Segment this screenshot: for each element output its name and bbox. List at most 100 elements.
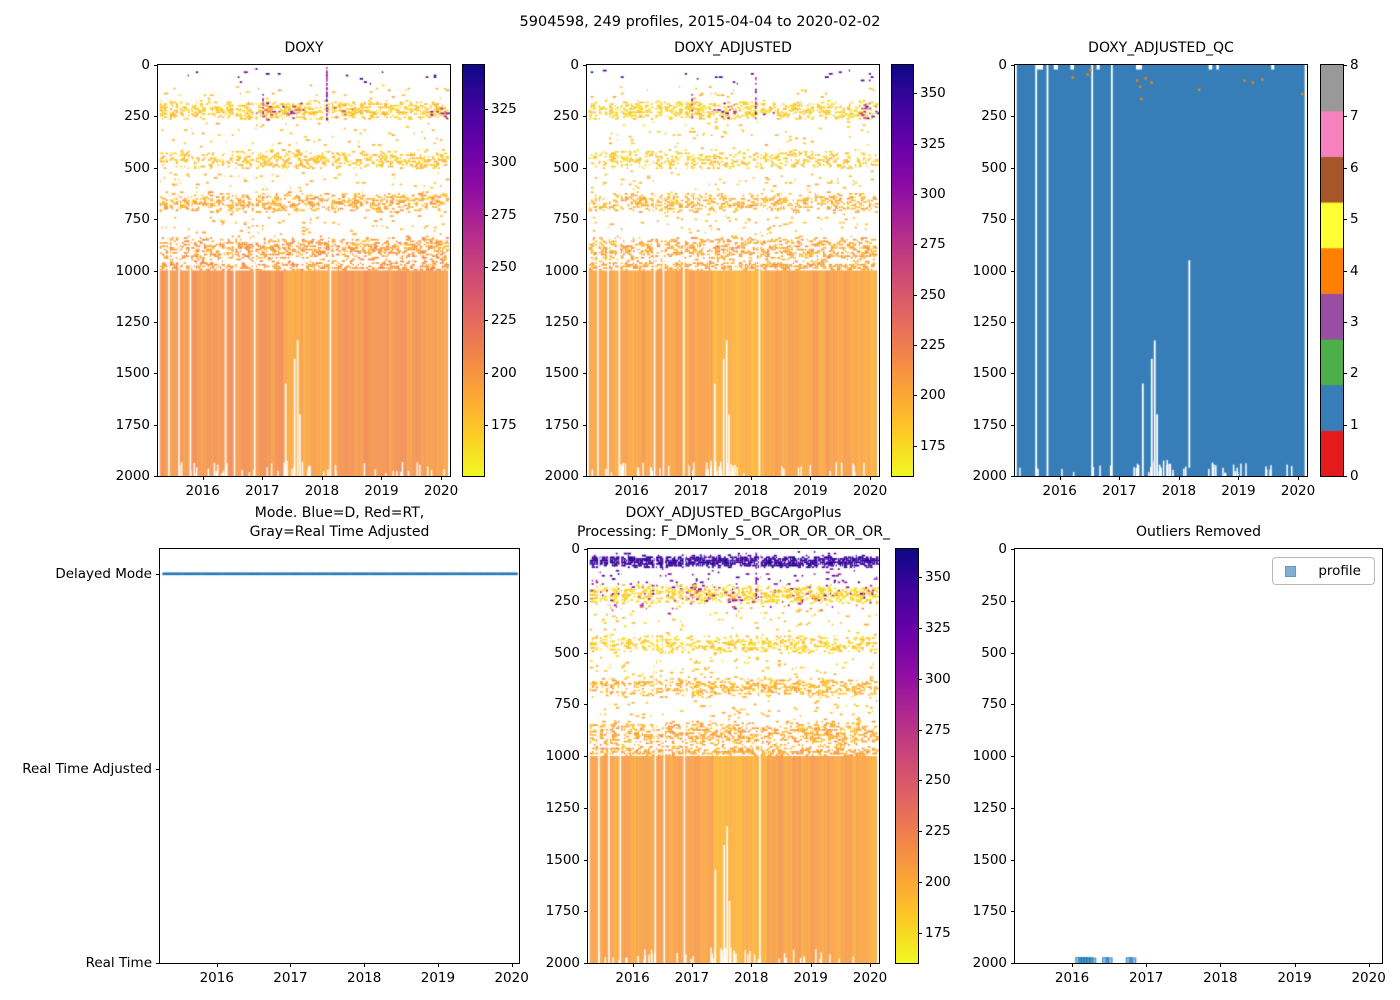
tick-mark bbox=[484, 320, 488, 322]
tick-mark bbox=[918, 577, 922, 579]
colorbar-tick-label: 175 bbox=[925, 924, 951, 941]
x-tick-label: 2018 bbox=[734, 970, 769, 986]
colorbar-tick-label: 300 bbox=[925, 670, 951, 687]
panel-doxy-adjusted: DOXY_ADJUSTED 2016 2017 2018 2019 2020 0 250 50… bbox=[545, 40, 888, 499]
tick-mark bbox=[156, 963, 160, 964]
doxy-colorbar: 175 200 225 250 275 300 325 bbox=[462, 64, 517, 477]
tick-mark bbox=[1146, 963, 1148, 967]
colorbar-tick-label: 225 bbox=[920, 337, 946, 354]
tick-mark bbox=[437, 963, 439, 967]
tick-mark bbox=[441, 476, 443, 480]
tick-mark bbox=[584, 911, 588, 913]
panel-doxy: DOXY 2016 2017 2018 2019 2020 0 250 500 750 1000 1… bbox=[116, 40, 459, 499]
y-tick-label: 250 bbox=[124, 108, 150, 125]
x-tick-label: 2017 bbox=[245, 483, 280, 499]
tick-mark bbox=[381, 476, 383, 480]
tick-mark bbox=[154, 270, 158, 272]
tick-mark bbox=[321, 476, 323, 480]
colorbar-tick-label: 1 bbox=[1350, 416, 1359, 433]
legend: profile bbox=[1272, 557, 1375, 585]
tick-mark bbox=[1011, 859, 1015, 861]
tick-mark bbox=[584, 859, 588, 861]
tick-mark bbox=[583, 219, 587, 221]
tick-mark bbox=[154, 476, 158, 477]
tick-mark bbox=[1343, 373, 1347, 375]
tick-mark bbox=[1011, 424, 1015, 426]
y-tick-label: 1750 bbox=[972, 416, 1007, 433]
colorbar-tick-label: 175 bbox=[491, 417, 517, 434]
tick-mark bbox=[810, 476, 812, 480]
tick-mark bbox=[584, 963, 588, 964]
x-tick-label: 2019 bbox=[420, 970, 456, 986]
x-tick-label: 2017 bbox=[1129, 970, 1164, 986]
x-tick-label: 2020 bbox=[852, 483, 888, 499]
y-tick-label: 0 bbox=[571, 541, 580, 557]
qc-colorbar-canvas bbox=[1321, 65, 1343, 476]
bgc-heatmap-canvas bbox=[588, 549, 879, 963]
y-tick-label: 1500 bbox=[544, 365, 579, 382]
x-tick-label: 2016 bbox=[199, 970, 234, 986]
tick-mark bbox=[154, 424, 158, 426]
tick-mark bbox=[1343, 167, 1347, 169]
tick-mark bbox=[918, 881, 922, 883]
tick-mark bbox=[154, 116, 158, 118]
y-tick-label: 1250 bbox=[544, 313, 579, 330]
colorbar-tick-label: 325 bbox=[491, 101, 517, 118]
y-tick-label: 2000 bbox=[544, 468, 579, 484]
x-tick-label: 2019 bbox=[364, 483, 399, 499]
y-tick-label: 2000 bbox=[545, 955, 580, 971]
bgc-colorbar-canvas bbox=[896, 549, 918, 963]
y-tick-label: 250 bbox=[553, 108, 579, 125]
tick-mark bbox=[484, 214, 488, 216]
tick-mark bbox=[691, 963, 693, 967]
y-tick-label: 1000 bbox=[545, 748, 580, 764]
y-tick-label: 750 bbox=[981, 696, 1007, 713]
x-tick-label: 2019 bbox=[793, 483, 828, 499]
x-tick-label: 2017 bbox=[1102, 483, 1137, 499]
tick-mark bbox=[154, 373, 158, 375]
tick-mark bbox=[1011, 167, 1015, 169]
x-tick-label: 2020 bbox=[494, 970, 529, 986]
tick-mark bbox=[156, 769, 160, 771]
tick-mark bbox=[1011, 963, 1015, 964]
tick-mark bbox=[202, 476, 204, 480]
colorbar-tick-label: 300 bbox=[491, 153, 517, 170]
y-tick-label: 1250 bbox=[115, 313, 150, 330]
y-tick-label: 750 bbox=[981, 211, 1007, 228]
tick-mark bbox=[918, 932, 922, 934]
y-tick-label: 1000 bbox=[972, 748, 1007, 764]
x-tick-label: 2018 bbox=[733, 483, 769, 499]
y-tick-label: 500 bbox=[554, 644, 580, 661]
tick-mark bbox=[1011, 807, 1015, 809]
profile-marker-icon bbox=[1285, 565, 1297, 577]
y-tick-label: 1500 bbox=[545, 851, 580, 868]
tick-mark bbox=[262, 476, 264, 480]
panel-doxy-title: DOXY bbox=[284, 40, 324, 57]
tick-mark bbox=[484, 372, 488, 374]
tick-mark bbox=[1343, 116, 1347, 118]
tick-mark bbox=[154, 321, 158, 323]
tick-mark bbox=[913, 193, 917, 195]
y-tick-label: 750 bbox=[124, 211, 150, 228]
tick-mark bbox=[584, 807, 588, 809]
y-tick-label: 750 bbox=[554, 696, 580, 713]
outliers-scatter-canvas bbox=[1015, 549, 1382, 963]
y-tick-label: 1500 bbox=[115, 365, 150, 382]
tick-mark bbox=[913, 294, 917, 296]
x-tick-label: 2020 bbox=[1280, 483, 1316, 499]
x-tick-label: 2017 bbox=[674, 483, 709, 499]
y-tick-label: 1750 bbox=[972, 903, 1007, 920]
tick-mark bbox=[913, 143, 917, 145]
y-tick-label: 1000 bbox=[115, 262, 150, 279]
doxy-colorbar-canvas bbox=[463, 65, 484, 476]
y-tick-label: 1250 bbox=[972, 313, 1007, 330]
tick-mark bbox=[631, 476, 633, 480]
x-tick-label: 2019 bbox=[1221, 483, 1256, 499]
y-tick-label: 2000 bbox=[972, 468, 1007, 484]
x-tick-label: 2018 bbox=[304, 483, 340, 499]
tick-mark bbox=[584, 652, 588, 654]
colorbar-tick-label: 250 bbox=[925, 772, 951, 789]
tick-mark bbox=[1011, 911, 1015, 913]
legend-label-profile: profile bbox=[1318, 563, 1361, 579]
